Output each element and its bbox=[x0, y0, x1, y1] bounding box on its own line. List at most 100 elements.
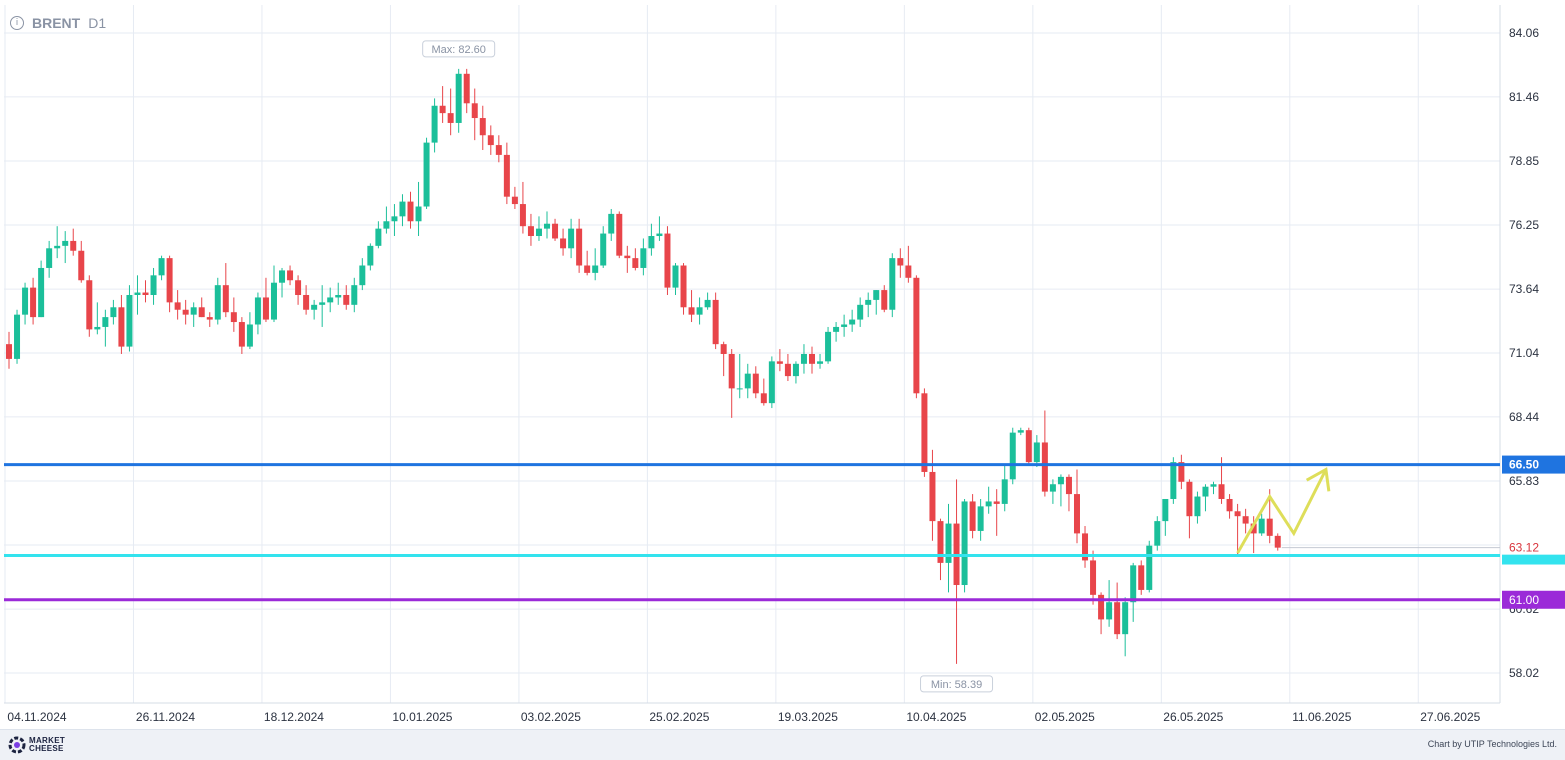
candle-body-up[interactable] bbox=[873, 290, 880, 300]
candle-body-up[interactable] bbox=[311, 304, 318, 310]
candle-body-down[interactable] bbox=[182, 309, 189, 315]
candle-body-down[interactable] bbox=[624, 255, 631, 259]
candle-body-down[interactable] bbox=[287, 270, 294, 281]
candle-body-up[interactable] bbox=[841, 324, 848, 327]
candle-body-up[interactable] bbox=[568, 228, 575, 249]
candle-body-down[interactable] bbox=[519, 204, 526, 227]
candle-body-down[interactable] bbox=[929, 471, 936, 522]
candle-body-up[interactable] bbox=[190, 307, 197, 315]
candle-body-down[interactable] bbox=[993, 501, 1000, 504]
candle-body-up[interactable] bbox=[961, 501, 968, 586]
candle-body-down[interactable] bbox=[1082, 533, 1089, 561]
candle-body-down[interactable] bbox=[238, 322, 245, 347]
candle-body-up[interactable] bbox=[648, 236, 655, 249]
candle-body-down[interactable] bbox=[503, 154, 510, 197]
candle-body-down[interactable] bbox=[584, 265, 591, 273]
candle-body-down[interactable] bbox=[1242, 516, 1249, 524]
candle-body-up[interactable] bbox=[672, 265, 679, 288]
candle-body-up[interactable] bbox=[1001, 479, 1008, 504]
candle-body-down[interactable] bbox=[664, 233, 671, 288]
candle-body-down[interactable] bbox=[495, 145, 502, 155]
candle-body-up[interactable] bbox=[849, 319, 856, 325]
price-chart[interactable]: 84.06 81.46 78.85 76.25 73.64 71.04 68.44 65.83… bbox=[0, 0, 1565, 729]
candle-body-down[interactable] bbox=[1025, 430, 1032, 463]
candle-body-up[interactable] bbox=[46, 248, 53, 268]
candle-body-down[interactable] bbox=[752, 373, 759, 394]
candle-body-up[interactable] bbox=[1106, 602, 1113, 620]
candle-body-down[interactable] bbox=[343, 294, 350, 305]
candle-body-down[interactable] bbox=[913, 277, 920, 394]
candle-body-up[interactable] bbox=[94, 326, 101, 330]
candle-body-down[interactable] bbox=[70, 240, 77, 251]
candle-body-up[interactable] bbox=[640, 248, 647, 268]
candle-body-up[interactable] bbox=[150, 275, 157, 295]
candle-body-up[interactable] bbox=[359, 265, 366, 286]
candle-body-down[interactable] bbox=[1098, 594, 1105, 620]
candle-body-up[interactable] bbox=[857, 304, 864, 320]
candle-body-up[interactable] bbox=[792, 363, 799, 377]
candle-body-up[interactable] bbox=[62, 240, 69, 246]
candle-body-down[interactable] bbox=[479, 118, 486, 136]
candle-body-down[interactable] bbox=[1234, 511, 1241, 517]
candle-body-up[interactable] bbox=[254, 297, 261, 325]
candle-body-up[interactable] bbox=[825, 331, 832, 362]
candle-body-up[interactable] bbox=[399, 201, 406, 217]
candle-body-up[interactable] bbox=[1033, 442, 1040, 463]
candle-body-up[interactable] bbox=[1122, 602, 1129, 635]
candle-body-up[interactable] bbox=[656, 233, 663, 237]
candle-body-down[interactable] bbox=[969, 501, 976, 531]
candle-body-down[interactable] bbox=[118, 307, 125, 347]
candle-body-up[interactable] bbox=[592, 265, 599, 273]
candle-body-up[interactable] bbox=[1210, 484, 1217, 487]
candle-body-up[interactable] bbox=[1202, 486, 1209, 497]
candle-body-down[interactable] bbox=[1218, 484, 1225, 499]
candle-body-down[interactable] bbox=[1090, 560, 1097, 595]
candle-body-up[interactable] bbox=[696, 307, 703, 315]
candle-body-down[interactable] bbox=[1186, 481, 1193, 517]
candle-body-down[interactable] bbox=[897, 258, 904, 266]
candle-body-up[interactable] bbox=[110, 307, 117, 318]
candle-body-up[interactable] bbox=[102, 317, 109, 327]
candle-body-up[interactable] bbox=[945, 523, 952, 563]
candle-body-up[interactable] bbox=[744, 373, 751, 389]
candle-body-up[interactable] bbox=[367, 245, 374, 266]
candle-body-down[interactable] bbox=[688, 307, 695, 315]
candle-body-up[interactable] bbox=[455, 73, 462, 123]
candle-body-down[interactable] bbox=[921, 393, 928, 472]
candle-body-down[interactable] bbox=[206, 317, 213, 320]
candle-body-up[interactable] bbox=[1009, 432, 1016, 480]
candle-body-up[interactable] bbox=[1057, 476, 1064, 485]
candle-body-up[interactable] bbox=[833, 326, 840, 332]
candle-body-up[interactable] bbox=[246, 324, 253, 347]
candle-body-down[interactable] bbox=[905, 265, 912, 278]
candle-body-up[interactable] bbox=[54, 245, 61, 249]
candle-body-down[interactable] bbox=[680, 265, 687, 308]
candle-body-down[interactable] bbox=[712, 299, 719, 345]
candle-body-down[interactable] bbox=[527, 226, 534, 237]
candle-body-up[interactable] bbox=[270, 282, 277, 320]
candle-body-up[interactable] bbox=[126, 294, 133, 347]
candle-body-down[interactable] bbox=[78, 250, 85, 281]
candle-body-down[interactable] bbox=[407, 201, 414, 222]
candle-body-up[interactable] bbox=[1049, 484, 1056, 492]
candle-body-up[interactable] bbox=[327, 297, 334, 303]
candle-body-down[interactable] bbox=[142, 292, 149, 295]
candle-body-up[interactable] bbox=[736, 388, 743, 390]
candle-body-down[interactable] bbox=[222, 285, 229, 313]
candle-body-up[interactable] bbox=[1146, 545, 1153, 590]
candle-body-down[interactable] bbox=[487, 135, 494, 146]
candle-body-up[interactable] bbox=[985, 501, 992, 507]
candle-body-up[interactable] bbox=[335, 294, 342, 298]
candle-body-down[interactable] bbox=[776, 361, 783, 364]
candle-body-down[interactable] bbox=[552, 223, 559, 239]
candle-body-up[interactable] bbox=[423, 142, 430, 207]
candle-body-down[interactable] bbox=[303, 294, 310, 310]
candle-body-up[interactable] bbox=[1258, 518, 1265, 534]
candle-body-down[interactable] bbox=[295, 280, 302, 295]
candle-body-up[interactable] bbox=[535, 228, 542, 237]
candle-body-up[interactable] bbox=[38, 267, 45, 318]
candle-body-down[interactable] bbox=[230, 312, 237, 323]
candle-body-down[interactable] bbox=[511, 196, 518, 205]
candle-body-up[interactable] bbox=[22, 287, 29, 315]
